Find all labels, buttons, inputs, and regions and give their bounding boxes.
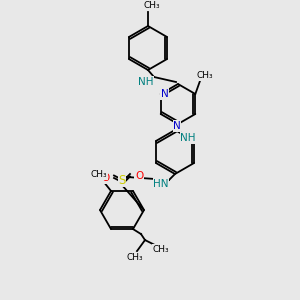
Text: CH₃: CH₃ xyxy=(91,170,107,179)
Text: CH₃: CH₃ xyxy=(196,71,213,80)
Text: N: N xyxy=(173,121,181,131)
Text: S: S xyxy=(118,173,126,187)
Text: NH: NH xyxy=(138,77,154,87)
Text: CH₃: CH₃ xyxy=(144,2,160,10)
Text: HN: HN xyxy=(153,179,169,189)
Text: O: O xyxy=(101,173,109,183)
Text: CH₃: CH₃ xyxy=(153,244,169,253)
Text: CH₃: CH₃ xyxy=(127,253,143,262)
Text: NH: NH xyxy=(180,133,196,143)
Text: N: N xyxy=(161,89,169,99)
Text: O: O xyxy=(135,171,143,181)
